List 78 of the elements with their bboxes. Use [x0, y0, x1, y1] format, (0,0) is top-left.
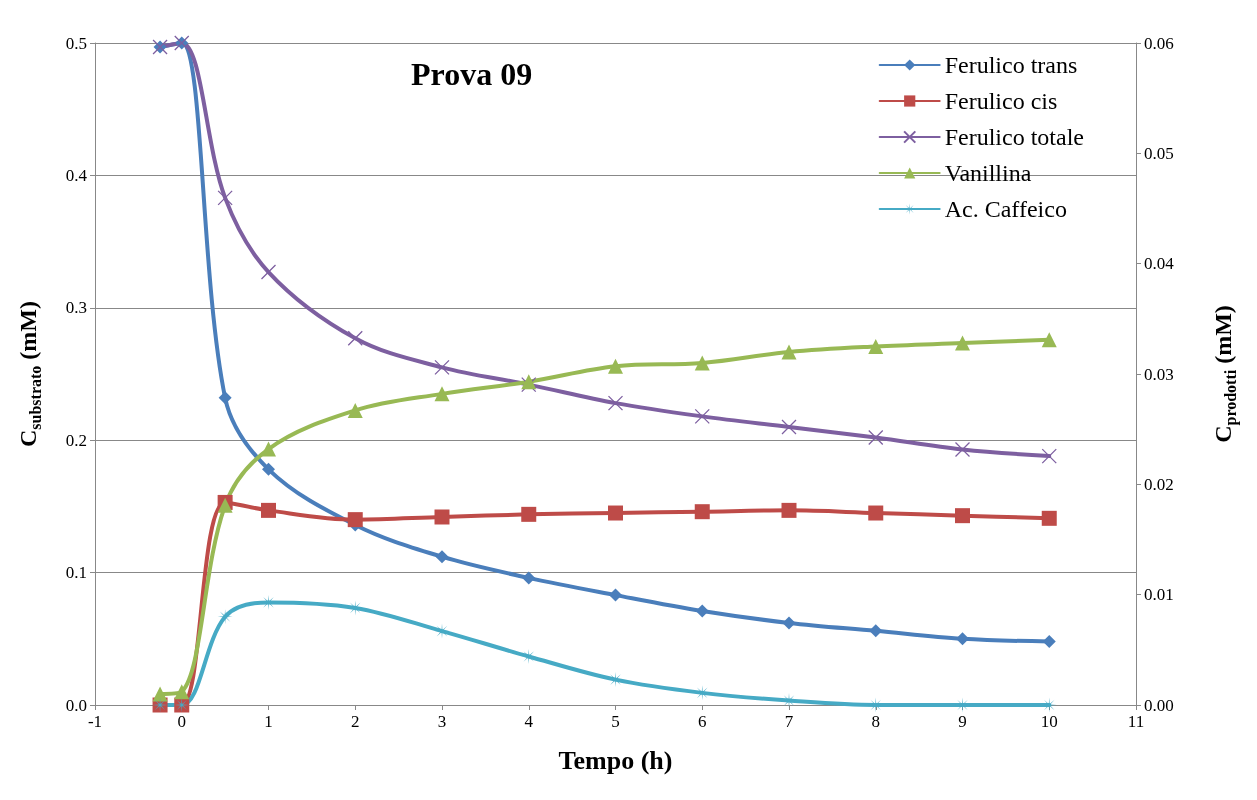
y2-tick-label: 0.05 [1144, 143, 1174, 163]
point [782, 616, 796, 630]
x-tick-label: -1 [87, 712, 103, 731]
point [261, 502, 276, 518]
point [608, 505, 623, 521]
point [347, 512, 363, 528]
y-axis-title: Csubstrato (mM) [15, 301, 44, 447]
point [694, 408, 710, 425]
x-tick-label: 11 [1127, 712, 1145, 731]
y-tick-label: 0.0 [65, 695, 87, 715]
point [434, 509, 450, 525]
point [955, 508, 970, 524]
x-tick-label: 2 [351, 712, 360, 731]
point [781, 419, 797, 435]
point [955, 335, 970, 351]
point [868, 505, 884, 521]
point [1041, 510, 1057, 526]
point [694, 504, 710, 520]
y2-tick-label: 0.03 [1144, 364, 1174, 384]
x-tick-label: 4 [524, 712, 534, 731]
point [607, 395, 624, 411]
legend-label: Ferulico cis [944, 88, 1058, 114]
point [434, 386, 450, 402]
x-tick-label: 5 [611, 712, 620, 731]
legend-label: Vanillina [944, 160, 1032, 186]
point [521, 506, 537, 522]
legend-label: Ac. Caffeico [944, 196, 1067, 222]
x-tick-label: 9 [958, 712, 967, 731]
point [1042, 634, 1056, 648]
y2-tick-label: 0.04 [1144, 254, 1175, 274]
point [218, 391, 232, 405]
point [781, 502, 797, 518]
x-tick-label: 1 [264, 712, 273, 731]
point [956, 632, 969, 646]
x-tick-label: 6 [698, 712, 707, 731]
y2-tick-label: 0.01 [1144, 585, 1174, 605]
x-tick-label: 8 [871, 712, 880, 731]
point [954, 441, 971, 458]
point [1041, 448, 1057, 464]
point [608, 358, 623, 374]
point [868, 429, 884, 446]
point [347, 402, 363, 418]
point [1041, 332, 1057, 348]
x-tick-label: 10 [1040, 712, 1058, 731]
y2-tick-label: 0.06 [1144, 33, 1174, 53]
point [869, 624, 883, 638]
point [522, 571, 536, 585]
y-tick-label: 0.5 [65, 33, 87, 53]
y-tick-label: 0.4 [65, 165, 88, 185]
legend-label: Ferulico trans [944, 52, 1078, 78]
chart-title: Prova 09 [411, 56, 533, 92]
point [695, 604, 709, 618]
y2-tick-label: 0.02 [1144, 474, 1174, 494]
x-axis-title: Tempo (h) [558, 745, 673, 775]
point [217, 190, 233, 206]
legend-label: Ferulico totale [944, 124, 1085, 150]
y2-axis-title: Cprodotti (mM) [1210, 305, 1240, 443]
y-tick-label: 0.2 [65, 430, 87, 450]
point [174, 684, 190, 700]
x-tick-label: 7 [784, 712, 794, 731]
point [608, 672, 623, 688]
point [261, 594, 276, 610]
y2-tick-label: 0.00 [1144, 695, 1174, 715]
x-tick-label: 3 [437, 712, 447, 731]
x-tick-label: 0 [177, 712, 186, 731]
point [434, 359, 450, 376]
point [781, 344, 797, 360]
point [868, 338, 884, 354]
point [152, 686, 168, 702]
point [262, 462, 275, 476]
point [694, 355, 710, 371]
point [435, 550, 449, 564]
y-tick-label: 0.3 [65, 298, 87, 318]
y-tick-label: 0.1 [65, 563, 87, 583]
point [261, 441, 276, 457]
point [260, 264, 277, 280]
point [347, 330, 363, 346]
point [609, 588, 622, 602]
